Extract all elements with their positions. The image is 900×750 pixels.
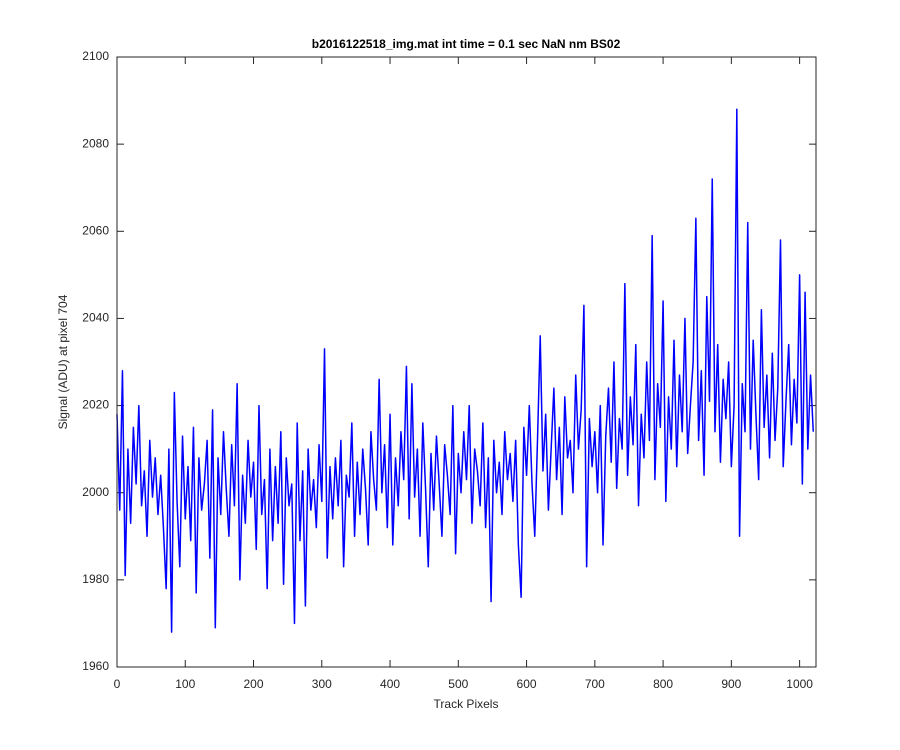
x-tick-label: 1000 [786, 677, 813, 691]
y-tick-label: 2040 [82, 311, 109, 325]
y-tick-label: 2060 [82, 223, 109, 237]
x-tick-label: 0 [114, 677, 121, 691]
plot [116, 108, 815, 633]
y-tick-label: 1980 [82, 572, 109, 586]
x-tick-label: 500 [448, 677, 468, 691]
x-tick-label: 400 [380, 677, 400, 691]
x-tick-label: 900 [721, 677, 741, 691]
x-tick-label: 300 [312, 677, 332, 691]
x-tick-label: 600 [517, 677, 537, 691]
x-axis-label: Track Pixels [434, 697, 499, 711]
x-tick-label: 200 [244, 677, 264, 691]
y-tick-label: 2080 [82, 136, 109, 150]
y-axis-label: Signal (ADU) at pixel 704 [56, 294, 70, 429]
chart-title: b2016122518_img.mat int time = 0.1 sec N… [312, 37, 621, 51]
y-tick-label: 2000 [82, 485, 109, 499]
y-tick-label: 2020 [82, 398, 109, 412]
x-tick-label: 800 [653, 677, 673, 691]
x-tick-label: 700 [585, 677, 605, 691]
x-tick-label: 100 [175, 677, 195, 691]
ticks: 0 100 200 300 400 500 600 700 800 900 1000 1960 1980… [82, 49, 816, 691]
data-line [116, 108, 815, 633]
y-tick-label: 2100 [82, 49, 109, 63]
plot-area [117, 57, 816, 667]
axes-box [116, 56, 817, 668]
y-tick-label: 1960 [82, 659, 109, 673]
